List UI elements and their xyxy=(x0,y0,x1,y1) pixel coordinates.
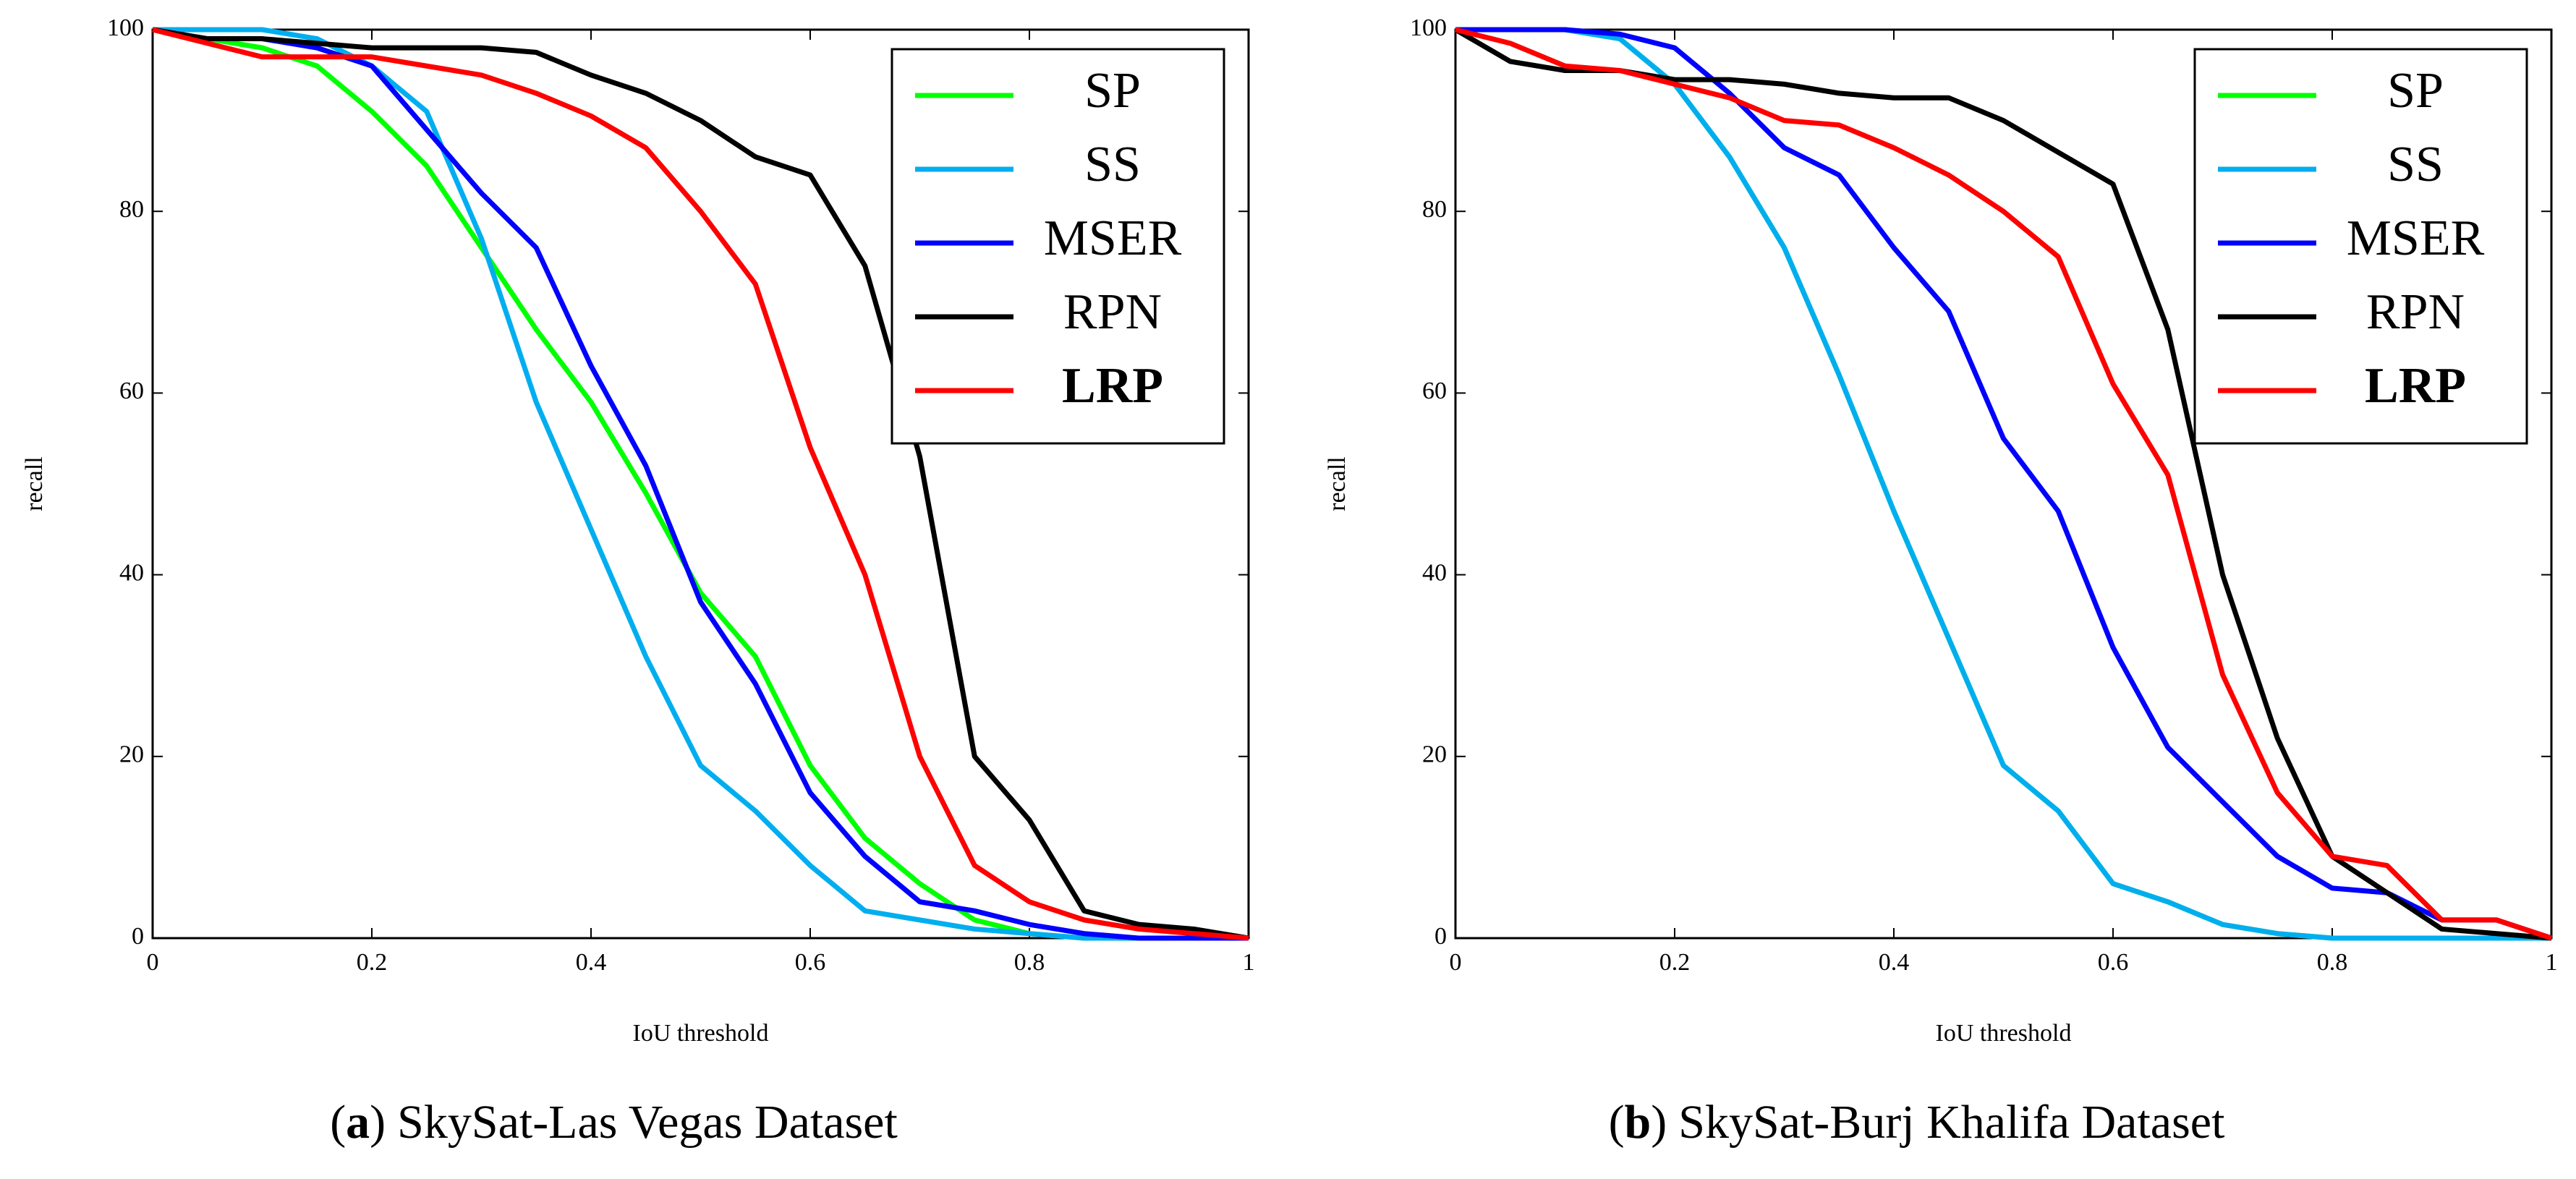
series-line xyxy=(1455,27,2553,941)
y-tick-label: 80 xyxy=(119,196,144,223)
y-tick-label: 60 xyxy=(119,378,144,404)
x-tick-label: 0 xyxy=(1450,949,1462,976)
x-tick-label: 0 xyxy=(147,949,159,976)
chart: 0 20 40 60 80 100 0 0.2 0.4 0.6 0.8 1 IoU threshold r… xyxy=(21,14,1255,1149)
y-tick-label: 100 xyxy=(1410,14,1447,41)
caption-label: a xyxy=(346,1096,370,1149)
x-tick-label: 0.2 xyxy=(357,949,388,976)
caption-text: SkySat-Las Vegas Dataset xyxy=(397,1096,898,1149)
x-tick-label: 0.6 xyxy=(2098,949,2129,976)
y-tick-label: 0 xyxy=(132,923,144,950)
series-line xyxy=(1455,27,2553,941)
plot-frame xyxy=(151,28,1250,940)
y-tick-label: 40 xyxy=(1422,559,1447,586)
y-axis-label: recall xyxy=(1324,456,1351,511)
legend-label: MSER xyxy=(2347,210,2485,266)
x-axis-label: IoU threshold xyxy=(1936,1020,2072,1047)
x-tick-label: 1 xyxy=(1243,949,1255,976)
caption-label: b xyxy=(1625,1096,1652,1149)
legend-box xyxy=(890,48,1225,445)
x-tick-label: 0.4 xyxy=(1879,949,1910,976)
legend-label: SP xyxy=(2387,63,2444,119)
series-line xyxy=(153,27,1249,941)
y-tick-label: 80 xyxy=(1422,196,1447,223)
x-tick-label: 1 xyxy=(2546,949,2558,976)
legend-label: RPN xyxy=(1063,284,1162,340)
caption-close: ) xyxy=(1651,1096,1667,1149)
x-axis-label: IoU threshold xyxy=(633,1020,769,1047)
x-tick-label: 0.8 xyxy=(2317,949,2348,976)
legend-label: SP xyxy=(1084,63,1141,119)
y-tick-label: 100 xyxy=(107,14,144,41)
legend-label: RPN xyxy=(2366,284,2465,340)
x-tick-label: 0.8 xyxy=(1014,949,1045,976)
chart: 0 20 40 60 80 100 0 0.2 0.4 0.6 0.8 1 IoU threshold r… xyxy=(1324,14,2558,1149)
legend-label: LRP xyxy=(1062,358,1163,414)
legend: SP SS MSER RPN LRP xyxy=(890,48,1225,445)
y-tick-label: 40 xyxy=(119,559,144,586)
series-line xyxy=(152,27,1249,941)
legend-label: LRP xyxy=(2365,358,2466,414)
caption-close: ) xyxy=(370,1096,386,1149)
plot-frame xyxy=(1454,28,2553,940)
x-tick-label: 0.4 xyxy=(576,949,607,976)
y-tick-label: 20 xyxy=(1422,741,1447,768)
series-line xyxy=(152,27,1249,941)
x-tick-label: 0.6 xyxy=(795,949,826,976)
x-tick-label: 0.2 xyxy=(1659,949,1691,976)
y-tick-label: 60 xyxy=(1422,378,1447,404)
caption: (b) SkySat-Burj Khalifa Dataset xyxy=(1609,1096,2225,1149)
y-tick-label: 20 xyxy=(119,741,144,768)
caption-open: ( xyxy=(1609,1096,1625,1149)
series-line xyxy=(1455,27,2551,941)
series-line xyxy=(152,27,1249,941)
legend: SP SS MSER RPN LRP xyxy=(2193,48,2528,445)
legend-label: MSER xyxy=(1044,210,1182,266)
caption-text: SkySat-Burj Khalifa Dataset xyxy=(1678,1096,2224,1149)
y-axis-label: recall xyxy=(21,456,48,511)
legend-label: SS xyxy=(1084,137,1141,192)
caption-open: ( xyxy=(330,1096,346,1149)
caption: (a) SkySat-Las Vegas Dataset xyxy=(330,1096,898,1149)
legend-label: SS xyxy=(2387,137,2444,192)
legend-box xyxy=(2193,48,2528,445)
y-tick-label: 0 xyxy=(1434,923,1447,950)
